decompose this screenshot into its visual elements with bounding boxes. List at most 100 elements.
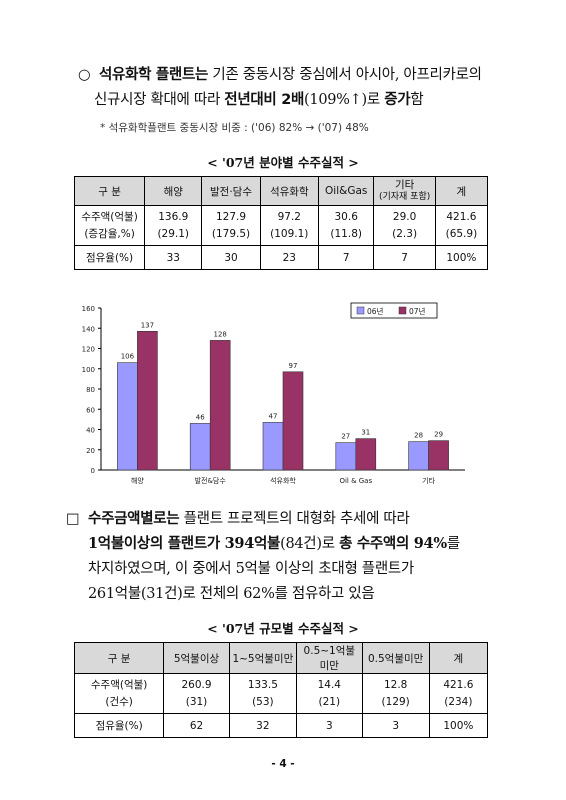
header-100-500m: 1~5억불미만 [228,642,297,674]
row-label-share: 점유율(%) [73,245,146,270]
paragraph-by-amount-line1: □ 수주금액별로는 플랜트 프로젝트의 대형화 추세에 따라 [66,508,410,530]
x-tick-label: 발전&담수 [195,476,227,485]
cell-50-100m-amount: 14.4 (21) [295,673,363,714]
header-oilgas: Oil&Gas [317,176,375,206]
cell-total-share: 100% [434,245,489,270]
header-50-100m: 0.5~1억불미만 [295,642,363,674]
x-tick-label: 석유화학 [270,476,296,485]
row-label-amount: 수주액(억불) (건수) [73,673,165,714]
legend-label: 07년 [409,306,426,316]
y-tick-label: 40 [86,427,95,435]
cell-others-amount: 29.0 (2.3) [373,205,436,246]
cell-offshore-amount: 136.9 (29.1) [144,205,203,246]
line2-part-c: (109%↑)로 [304,92,385,108]
cell-over-500m-amount: 260.9 (31) [163,673,230,714]
paragraph-by-amount-line4: 261억불(31건)로 전체의 62%를 점유하고 있음 [88,586,375,602]
x-tick-label: Oil & Gas [339,477,372,485]
data-label: 106 [121,353,135,361]
bar-06-1 [189,423,211,471]
sector-bar-chart: 0 20 40 60 80 100 120 140 160 106 137 해양 46 128 발전&담수 4… [82,302,465,485]
header-petrochem: 석유화학 [259,176,319,206]
line2-part-e: 함 [410,92,424,108]
bar-07-1 [209,340,231,471]
table-row: 수주액(억불) (건수) 260.9 (31) 133.5 (53) 14.4 (21)… [73,673,489,714]
cell-under-50m-share: 3 [361,713,430,738]
table2-caption: < '07년 규모별 수주실적 > [207,621,359,636]
cell-100-500m-amount: 133.5 (53) [228,673,297,714]
header-over-500m: 5억불이상 [163,642,230,674]
amount-heading: 수주금액별로는 [88,511,180,527]
cell-others-share: 7 [373,245,436,270]
cell-total-amount: 421.6 (234) [428,673,489,714]
amount-line2-b: (84건)로 [280,536,340,552]
legend-swatch [398,306,407,315]
cell-power-amount: 127.9 (179.5) [201,205,261,246]
y-tick-label: 140 [82,325,95,333]
cell-petrochem-amount: 97.2 (109.1) [259,205,319,246]
table-row: 점유율(%) 33 30 23 7 7 100% [73,245,489,270]
table-by-sector: 구 분 해양 발전·담수 석유화학 Oil&Gas 기타 (기자재 포함) 계 … [73,176,489,270]
bar-07-4 [428,440,449,471]
header-category: 구 분 [73,642,165,674]
table-by-size: 구 분 5억불이상 1~5억불미만 0.5~1억불미만 0.5억불미만 계 수주… [73,642,489,738]
data-label: 137 [141,321,154,329]
y-tick-label: 120 [82,346,95,354]
header-others: 기타 (기자재 포함) [373,176,436,206]
data-label: 29 [434,431,443,439]
cell-oilgas-amount: 30.6 (11.8) [317,205,375,246]
table1-caption: < '07년 분야별 수주실적 > [207,155,359,170]
bar-06-3 [335,442,357,471]
line2-part-a: 신규시장 확대에 따라 [94,92,225,108]
header-category: 구 분 [73,176,146,206]
header-total: 계 [434,176,489,206]
line2-part-d: 증가 [384,92,411,108]
amount-line2-d: 를 [446,536,460,552]
bullet-circle: ○ [78,67,91,83]
data-label: 47 [269,412,278,420]
legend-swatch [356,306,365,315]
cell-over-500m-share: 62 [163,713,230,738]
bar-07-3 [355,438,377,471]
data-label: 46 [196,413,205,421]
legend-box [350,302,438,319]
y-tick-label: 20 [86,447,95,455]
x-tick-label: 기타 [422,476,435,485]
petrochemical-line1: 기존 중동시장 중심에서 아시아, 아프리카로의 [208,67,482,83]
table-row: 수주액(억불) (증감율,%) 136.9 (29.1) 127.9 (179.5) … [73,205,489,246]
data-label: 27 [341,433,350,441]
header-power: 발전·담수 [201,176,261,206]
cell-power-share: 30 [201,245,261,270]
cell-oilgas-share: 7 [317,245,375,270]
row-label-amount: 수주액(억불) (증감율,%) [73,205,146,246]
paragraph-by-amount-line2: 1억불이상의 플랜트가 394억불(84건)로 총 수주액의 94%를 [88,533,460,555]
header-offshore: 해양 [144,176,203,206]
bar-07-2 [282,371,304,471]
y-tick-label: 0 [91,467,95,475]
legend-label: 06년 [367,306,384,316]
line2-part-b: 전년대비 2배 [224,92,305,108]
x-tick-label: 해양 [131,476,144,485]
amount-line2-c: 총 수주액의 94% [339,535,447,552]
page-number: - 4 - [271,758,295,770]
data-label: 128 [214,330,227,338]
paragraph-petrochemical: ○ 석유화학 플랜트는 기존 중동시장 중심에서 아시아, 아프리카로의 [78,64,482,86]
paragraph-by-amount-line3: 차지하였으며, 이 중에서 5억불 이상의 초대형 플랜트가 [88,561,414,577]
bullet-square: □ [66,511,80,527]
row-label-share: 점유율(%) [73,713,165,738]
y-tick-label: 80 [86,386,95,394]
y-tick-label: 160 [82,305,95,313]
amount-line2-a: 1억불이상의 플랜트가 394억불 [88,535,281,552]
header-total: 계 [428,642,489,674]
amount-line1-rest: 플랜트 프로젝트의 대형화 추세에 따라 [179,511,410,527]
cell-offshore-share: 33 [144,245,203,270]
header-under-50m: 0.5억불미만 [361,642,430,674]
bar-06-2 [262,422,284,471]
data-label: 31 [361,429,370,437]
data-label: 28 [414,432,423,440]
bar-07-0 [137,330,158,471]
y-tick-label: 100 [82,366,95,374]
bar-06-0 [117,362,138,471]
paragraph-petrochemical-line2: 신규시장 확대에 따라 전년대비 2배(109%↑)로 증가함 [94,89,424,111]
header-others-sub: (기자재 포함) [378,191,431,202]
bar-06-4 [408,441,429,471]
